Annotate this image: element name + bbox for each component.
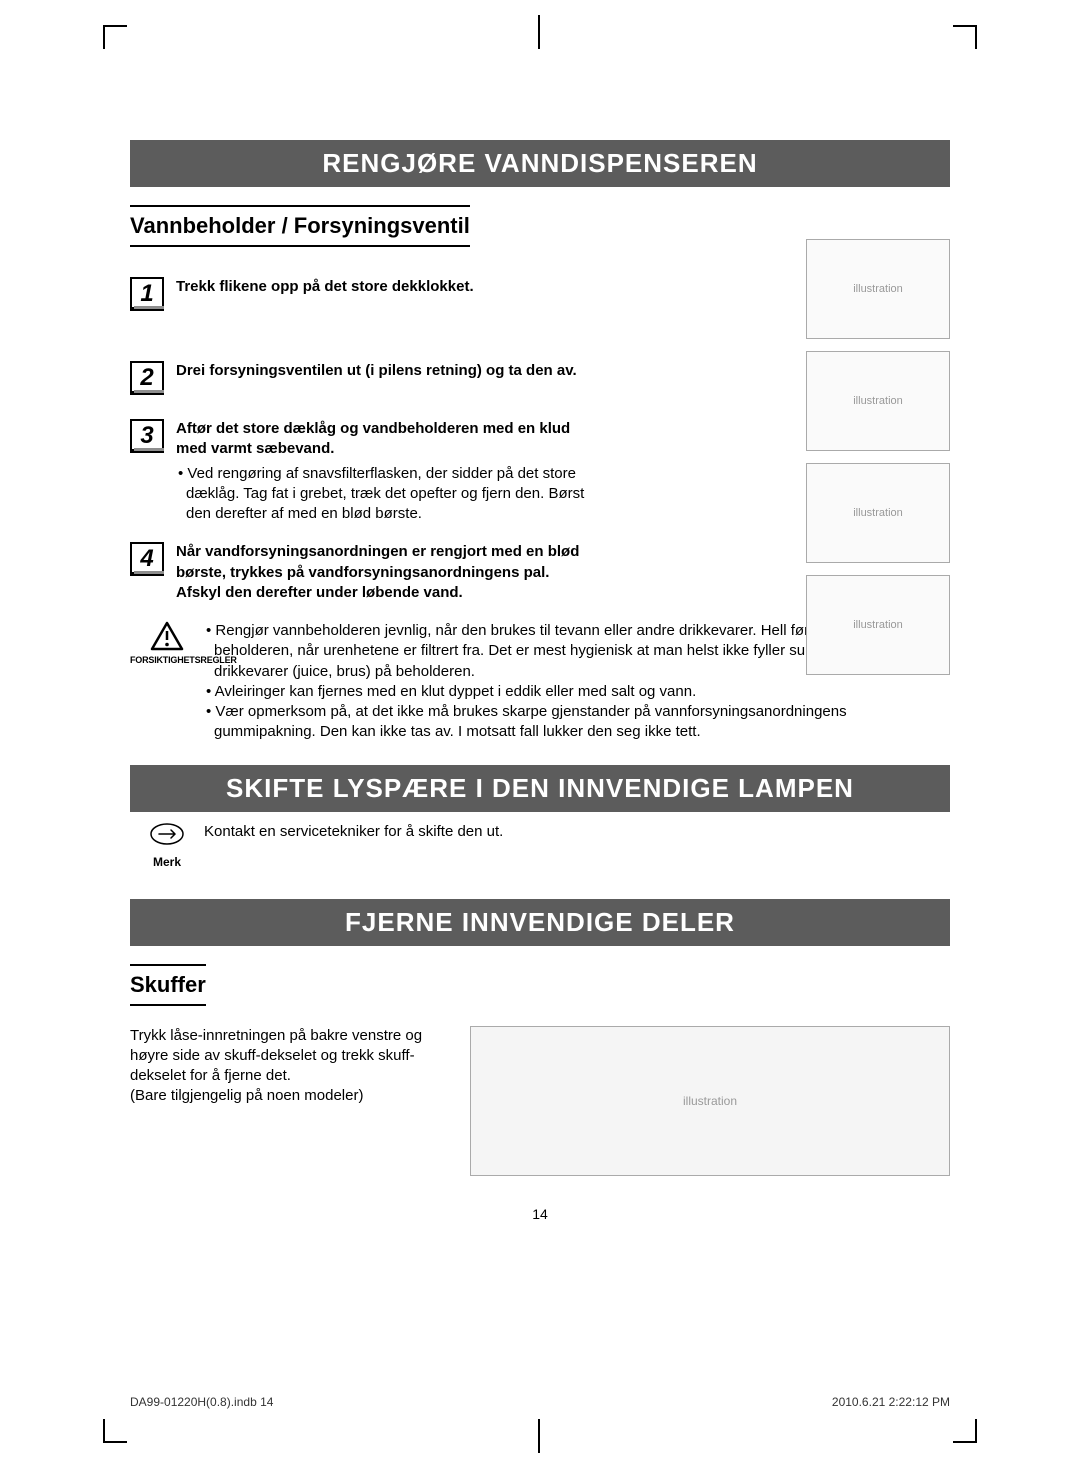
- crop-mark: [953, 25, 977, 27]
- crop-mark: [103, 25, 105, 49]
- crop-mark: [103, 25, 127, 27]
- note-body: Kontakt en servicetekniker for å skifte …: [204, 822, 503, 842]
- step-text: Aftør det store dæklåg og vandbeholderen…: [176, 419, 586, 524]
- illustration-step-1: illustration: [806, 239, 950, 339]
- step-bold: Når vandforsyningsanordningen er rengjor…: [176, 543, 579, 601]
- caution-label-text: FORSIKTIGHETSREGLER: [130, 655, 204, 665]
- step-text: Drei forsyningsventilen ut (i pilens ret…: [176, 361, 577, 381]
- crop-mark: [103, 1419, 105, 1443]
- subheading-drawers: Skuffer: [130, 964, 206, 1006]
- print-footer: DA99-01220H(0.8).indb 14 2010.6.21 2:22:…: [130, 1395, 950, 1409]
- crop-mark: [975, 1419, 977, 1443]
- crop-mark: [975, 25, 977, 49]
- illustration-drawers: illustration: [470, 1026, 950, 1176]
- step-number-icon: 2: [130, 361, 164, 395]
- drawers-illustration-wrap: illustration: [470, 1026, 950, 1176]
- step-sub: • Ved rengøring af snavsfilterflasken, d…: [176, 464, 586, 525]
- section-banner-clean-dispenser: RENGJØRE VANNDISPENSEREN: [130, 140, 950, 187]
- crop-mark: [538, 15, 540, 49]
- footer-right: 2010.6.21 2:22:12 PM: [832, 1395, 950, 1409]
- step-number-icon: 3: [130, 419, 164, 453]
- step-number-icon: 1: [130, 277, 164, 311]
- step-text: Når vandforsyningsanordningen er rengjor…: [176, 542, 586, 603]
- illustration-step-2: illustration: [806, 351, 950, 451]
- drawers-row: Trykk låse-innretningen på bakre venstre…: [130, 1026, 950, 1176]
- step-bold: Aftør det store dæklåg og vandbeholderen…: [176, 420, 570, 457]
- step-number-icon: 4: [130, 542, 164, 576]
- illustration-column: illustration illustration illustration i…: [760, 239, 950, 687]
- step-bold: Drei forsyningsventilen ut (i pilens ret…: [176, 362, 577, 379]
- section-banner-remove-parts: FJERNE INNVENDIGE DELER: [130, 899, 950, 946]
- drawers-text: Trykk låse-innretningen på bakre venstre…: [130, 1026, 450, 1107]
- crop-mark: [538, 1419, 540, 1453]
- note-block: Merk Kontakt en servicetekniker for å sk…: [130, 822, 950, 869]
- note-hand-icon: [149, 822, 185, 846]
- illustration-step-4: illustration: [806, 575, 950, 675]
- page-number: 14: [130, 1206, 950, 1222]
- crop-mark: [103, 1441, 127, 1443]
- step-text: Trekk flikene opp på det store dekklokke…: [176, 277, 474, 297]
- note-label-text: Merk: [130, 855, 204, 869]
- footer-left: DA99-01220H(0.8).indb 14: [130, 1395, 273, 1409]
- subheading-water-container: Vannbeholder / Forsyningsventil: [130, 205, 470, 247]
- note-label: Merk: [130, 822, 204, 869]
- caution-label: FORSIKTIGHETSREGLER: [130, 621, 204, 665]
- illustration-step-3: illustration: [806, 463, 950, 563]
- section-banner-change-bulb: SKIFTE LYSPÆRE I DEN INNVENDIGE LAMPEN: [130, 765, 950, 812]
- caution-item: • Vær opmerksom på, at det ikke må bruke…: [204, 702, 950, 743]
- crop-mark: [953, 1441, 977, 1443]
- warning-triangle-icon: [150, 621, 184, 651]
- step-bold: Trekk flikene opp på det store dekklokke…: [176, 278, 474, 295]
